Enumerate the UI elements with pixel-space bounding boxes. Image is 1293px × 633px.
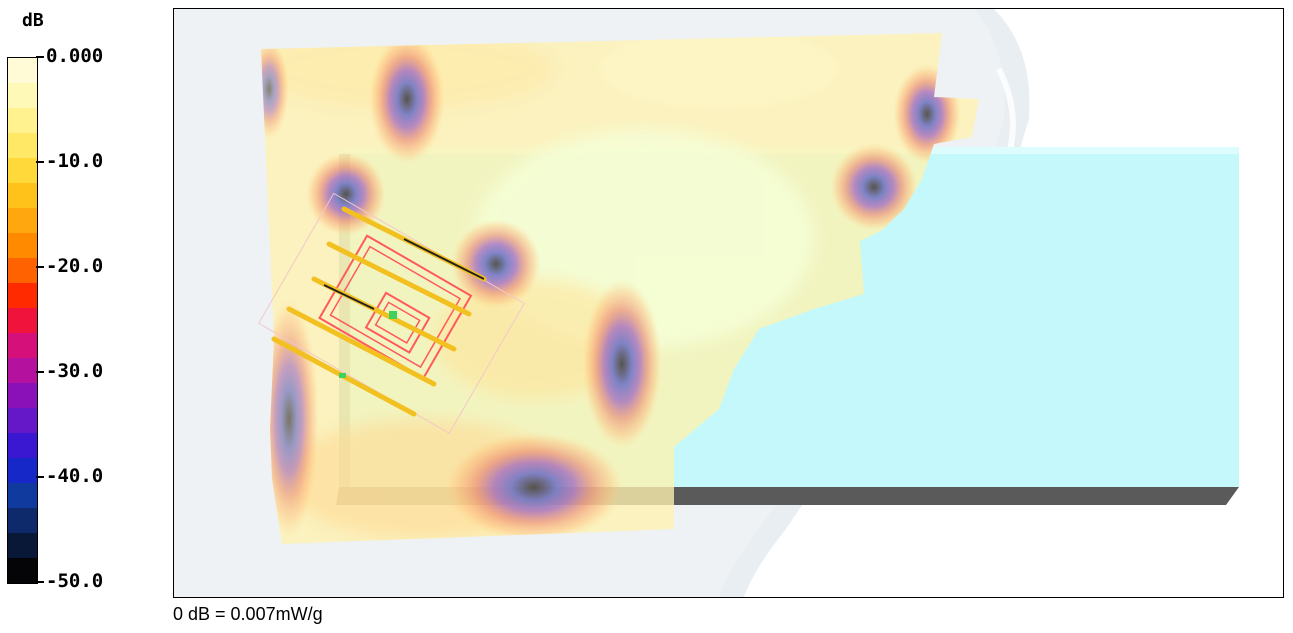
scale-reference-text: 0 dB = 0.007mW/g [173,604,323,624]
legend-color-swatch [8,158,37,183]
legend-color-swatch [8,458,37,483]
legend-color-swatch [8,408,37,433]
legend-color-swatch [8,533,37,558]
device-antenna-model [258,192,525,434]
legend-color-swatch [8,283,37,308]
legend-color-swatch [8,308,37,333]
legend-tick-label: -20.0 [46,255,104,277]
legend-color-swatch [8,483,37,508]
legend-tick-label: -30.0 [46,360,104,382]
sar-3d-viewport[interactable] [173,8,1284,598]
legend-tick-label: 0.000 [46,45,104,67]
legend-color-swatch [8,358,37,383]
legend-color-swatch [8,183,37,208]
legend-color-swatch [8,258,37,283]
sar-field-surface [261,33,979,544]
legend-color-swatch [8,233,37,258]
legend-color-swatch [8,383,37,408]
legend-ticks: 0.000 -10.0 -20.0 -30.0 -40.0 -50.0 [36,45,136,592]
legend-color-swatch [8,558,37,583]
legend-tick-label: -50.0 [46,570,104,592]
legend-color-swatch [8,58,37,83]
color-legend: dB 0.000 -10.0 -20.0 -30.0 -40.0 -50.0 [0,0,170,633]
legend-unit-label: dB [22,10,44,31]
legend-color-swatch [8,208,37,233]
legend-tick-label: -10.0 [46,150,104,172]
legend-color-swatch [8,108,37,133]
legend-color-swatch [8,508,37,533]
legend-color-swatch [8,333,37,358]
legend-color-bar [7,57,38,584]
legend-tick-label: -40.0 [46,465,104,487]
legend-color-swatch [8,133,37,158]
legend-color-swatch [8,433,37,458]
antenna-strips [271,206,487,417]
legend-color-swatch [8,83,37,108]
